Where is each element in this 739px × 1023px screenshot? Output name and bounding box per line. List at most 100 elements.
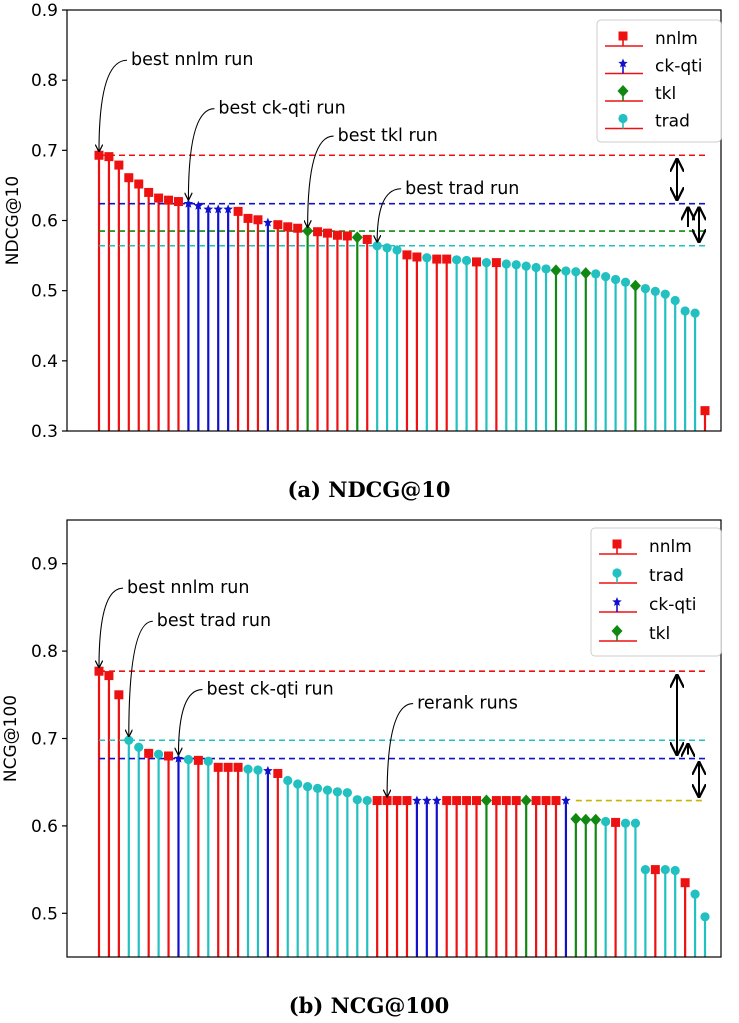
run-marker-ck-qti: [422, 795, 432, 805]
run-marker-nnlm: [313, 227, 323, 237]
run-marker-nnlm: [144, 748, 154, 758]
run-marker-ck-qti: [412, 795, 422, 805]
run-marker-nnlm: [322, 228, 332, 238]
run-marker-trad: [531, 262, 541, 273]
run-marker-nnlm: [243, 213, 253, 223]
y-tick-label: 0.7: [31, 141, 58, 161]
run-marker-nnlm: [680, 878, 690, 888]
run-marker-nnlm: [372, 796, 382, 806]
run-marker-trad: [461, 255, 472, 266]
run-marker-trad: [650, 286, 660, 296]
legend-marker-nnlm: [618, 31, 628, 41]
run-marker-trad: [422, 253, 432, 263]
run-marker-nnlm: [452, 796, 462, 806]
run-marker-tkl: [351, 231, 363, 244]
legend-label-tkl: tkl: [655, 84, 676, 104]
legend-marker-ck-qti: [618, 58, 628, 68]
legend-label-nnlm: nnlm: [649, 537, 692, 557]
run-marker-trad: [601, 816, 611, 827]
run-marker-nnlm: [164, 751, 174, 761]
run-marker-trad: [303, 781, 313, 792]
run-marker-ck-qti: [193, 200, 204, 210]
legend-label-nnlm: nnlm: [655, 29, 698, 49]
annotation-arrow: [129, 620, 153, 736]
run-marker-ck-qti: [213, 204, 223, 214]
y-tick-label: 0.9: [31, 555, 58, 575]
legend-box: [596, 19, 722, 143]
y-tick-label: 0.5: [31, 282, 58, 302]
run-marker-trad: [124, 735, 134, 745]
run-marker-trad: [293, 779, 303, 789]
run-marker-trad: [372, 241, 382, 251]
y-axis-label: NDCG@10: [3, 176, 23, 265]
legend-marker-trad: [618, 113, 628, 124]
run-marker-nnlm: [611, 817, 621, 827]
legend-marker-tkl: [611, 625, 623, 637]
run-marker-nnlm: [432, 254, 442, 264]
run-marker-nnlm: [104, 671, 114, 681]
run-marker-tkl: [302, 225, 314, 238]
y-axis-label: NCG@100: [1, 695, 21, 782]
run-marker-trad: [243, 764, 253, 774]
run-marker-ck-qti: [561, 795, 571, 805]
run-marker-trad: [521, 261, 531, 271]
run-marker-trad: [620, 818, 631, 828]
run-marker-trad: [253, 765, 263, 775]
run-marker-nnlm: [104, 152, 114, 162]
run-marker-trad: [134, 742, 144, 752]
run-marker-nnlm: [164, 195, 174, 205]
run-marker-nnlm: [124, 173, 134, 183]
annotation-label: rerank runs: [417, 694, 518, 714]
run-marker-nnlm: [700, 406, 710, 416]
run-marker-tkl: [570, 812, 582, 825]
run-marker-trad: [392, 245, 402, 255]
annotation-arrow: [308, 135, 334, 227]
run-marker-nnlm: [213, 762, 223, 772]
run-marker-trad: [203, 756, 213, 766]
ncg100-chart: best nnlm run best trad run best ck-qti ru…: [1, 519, 722, 958]
run-marker-trad: [362, 795, 372, 806]
run-marker-nnlm: [114, 690, 124, 700]
run-marker-tkl: [580, 813, 592, 826]
run-marker-trad: [322, 785, 333, 795]
run-marker-trad: [620, 277, 631, 287]
ndcg10-chart: best nnlm run best ck-qti run best tkl run…: [3, 1, 722, 442]
run-marker-nnlm: [144, 187, 154, 197]
annotation-arrow: [178, 689, 203, 755]
run-marker-ck-qti: [223, 204, 233, 214]
run-marker-ck-qti: [173, 753, 184, 763]
y-tick-label: 0.4: [31, 352, 58, 372]
caption-a: (a) NDCG@10: [287, 477, 450, 502]
run-marker-nnlm: [253, 215, 263, 225]
run-marker-nnlm: [173, 197, 183, 207]
run-marker-ck-qti: [432, 795, 442, 805]
caption-b: (b) NCG@100: [289, 993, 450, 1018]
legend-marker-trad: [612, 568, 622, 578]
run-marker-trad: [591, 269, 601, 279]
y-tick-label: 0.8: [31, 71, 58, 91]
run-marker-ck-qti: [263, 217, 273, 227]
run-marker-trad: [670, 295, 680, 306]
y-tick-label: 0.8: [31, 642, 58, 662]
run-marker-trad: [660, 289, 670, 299]
annotation-label: best tkl run: [338, 126, 438, 146]
y-tick-label: 0.3: [31, 422, 58, 442]
run-marker-nnlm: [342, 231, 352, 241]
annotation-label: best ck-qti run: [206, 680, 333, 700]
y-tick-label: 0.7: [31, 730, 58, 750]
run-marker-nnlm: [531, 796, 541, 806]
run-marker-nnlm: [491, 258, 501, 268]
run-marker-nnlm: [233, 762, 243, 772]
run-marker-trad: [154, 749, 164, 759]
y-tick-label: 0.6: [31, 817, 58, 837]
run-marker-trad: [640, 283, 650, 294]
run-marker-ck-qti: [263, 765, 273, 775]
run-marker-trad: [690, 889, 700, 899]
run-marker-tkl: [580, 267, 592, 280]
y-tick-label: 0.6: [31, 212, 58, 232]
run-marker-tkl: [480, 794, 492, 807]
run-marker-nnlm: [332, 230, 342, 240]
run-marker-nnlm: [412, 252, 422, 262]
legend-marker-ck-qti: [612, 597, 622, 607]
run-marker-nnlm: [392, 796, 402, 806]
